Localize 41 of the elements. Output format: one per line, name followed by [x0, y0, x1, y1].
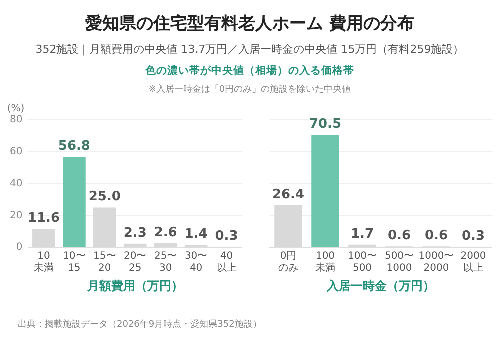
x-tick-label: 10 未満	[34, 251, 54, 274]
data-label: 25.0	[88, 190, 121, 205]
data-label: 0.6	[388, 228, 412, 244]
x-tick-label: 10〜 15	[63, 251, 86, 274]
data-label: 1.7	[350, 226, 374, 242]
y-tick-label: 0	[16, 242, 23, 254]
y-tick-label: 20	[10, 210, 23, 222]
x-tick-label: 500〜 1000	[384, 251, 414, 274]
data-label: 56.8	[58, 138, 90, 154]
x-tick-label: 20〜 25	[124, 251, 147, 274]
data-label: 11.6	[28, 210, 60, 226]
data-label: 70.5	[309, 117, 342, 132]
x-tick-label: 25〜 30	[154, 251, 178, 274]
data-label: 2.3	[124, 226, 147, 241]
text: ※入居一時金は「0円のみ」の施設を除いた中央値	[148, 84, 352, 96]
bar	[312, 135, 340, 248]
bar	[63, 157, 86, 248]
chart-subtitle: 352施設｜月額費用の中央値 13.7万円／入居一時金の中央値 15万円（有料259施設）	[34, 42, 466, 57]
chart-title: 愛知県の住宅型有料老人ホーム 費用の分布	[84, 13, 416, 35]
data-label: 0.3	[462, 228, 486, 244]
x-tick-label: 30〜 40	[184, 251, 208, 274]
data-label: 0.3	[215, 228, 238, 244]
source-note: 出典：掲載施設データ（2026年9月時点・愛知県352施設）	[18, 318, 262, 331]
x-tick-label: 100〜 500	[348, 251, 378, 274]
x-tick-label: 0円のみ	[278, 251, 298, 274]
data-label: 2.6	[154, 225, 178, 240]
data-label: 26.4	[272, 187, 305, 202]
x-tick-label: 100 未満	[316, 251, 336, 274]
text: 色の濃い帯が中央値（相場）の入る価格帯	[144, 64, 356, 78]
x-tick-label: 2000 以上	[460, 251, 486, 274]
data-label: 1.4	[184, 227, 208, 242]
y-tick-label: 40	[10, 178, 23, 190]
data-label: 0.6	[424, 228, 448, 244]
y-tick-label: 80	[10, 114, 23, 126]
x-tick-label: 1000〜 2000	[418, 251, 454, 274]
x-axis-title: 入居一時金（万円）	[326, 278, 435, 293]
x-axis-title: 月額費用（万円）	[86, 278, 184, 293]
y-tick-label: 60	[10, 146, 23, 158]
y-axis-title: (%)	[7, 104, 25, 115]
x-tick-label: 15〜 20	[94, 251, 116, 274]
x-tick-label: 40 以上	[216, 251, 237, 274]
